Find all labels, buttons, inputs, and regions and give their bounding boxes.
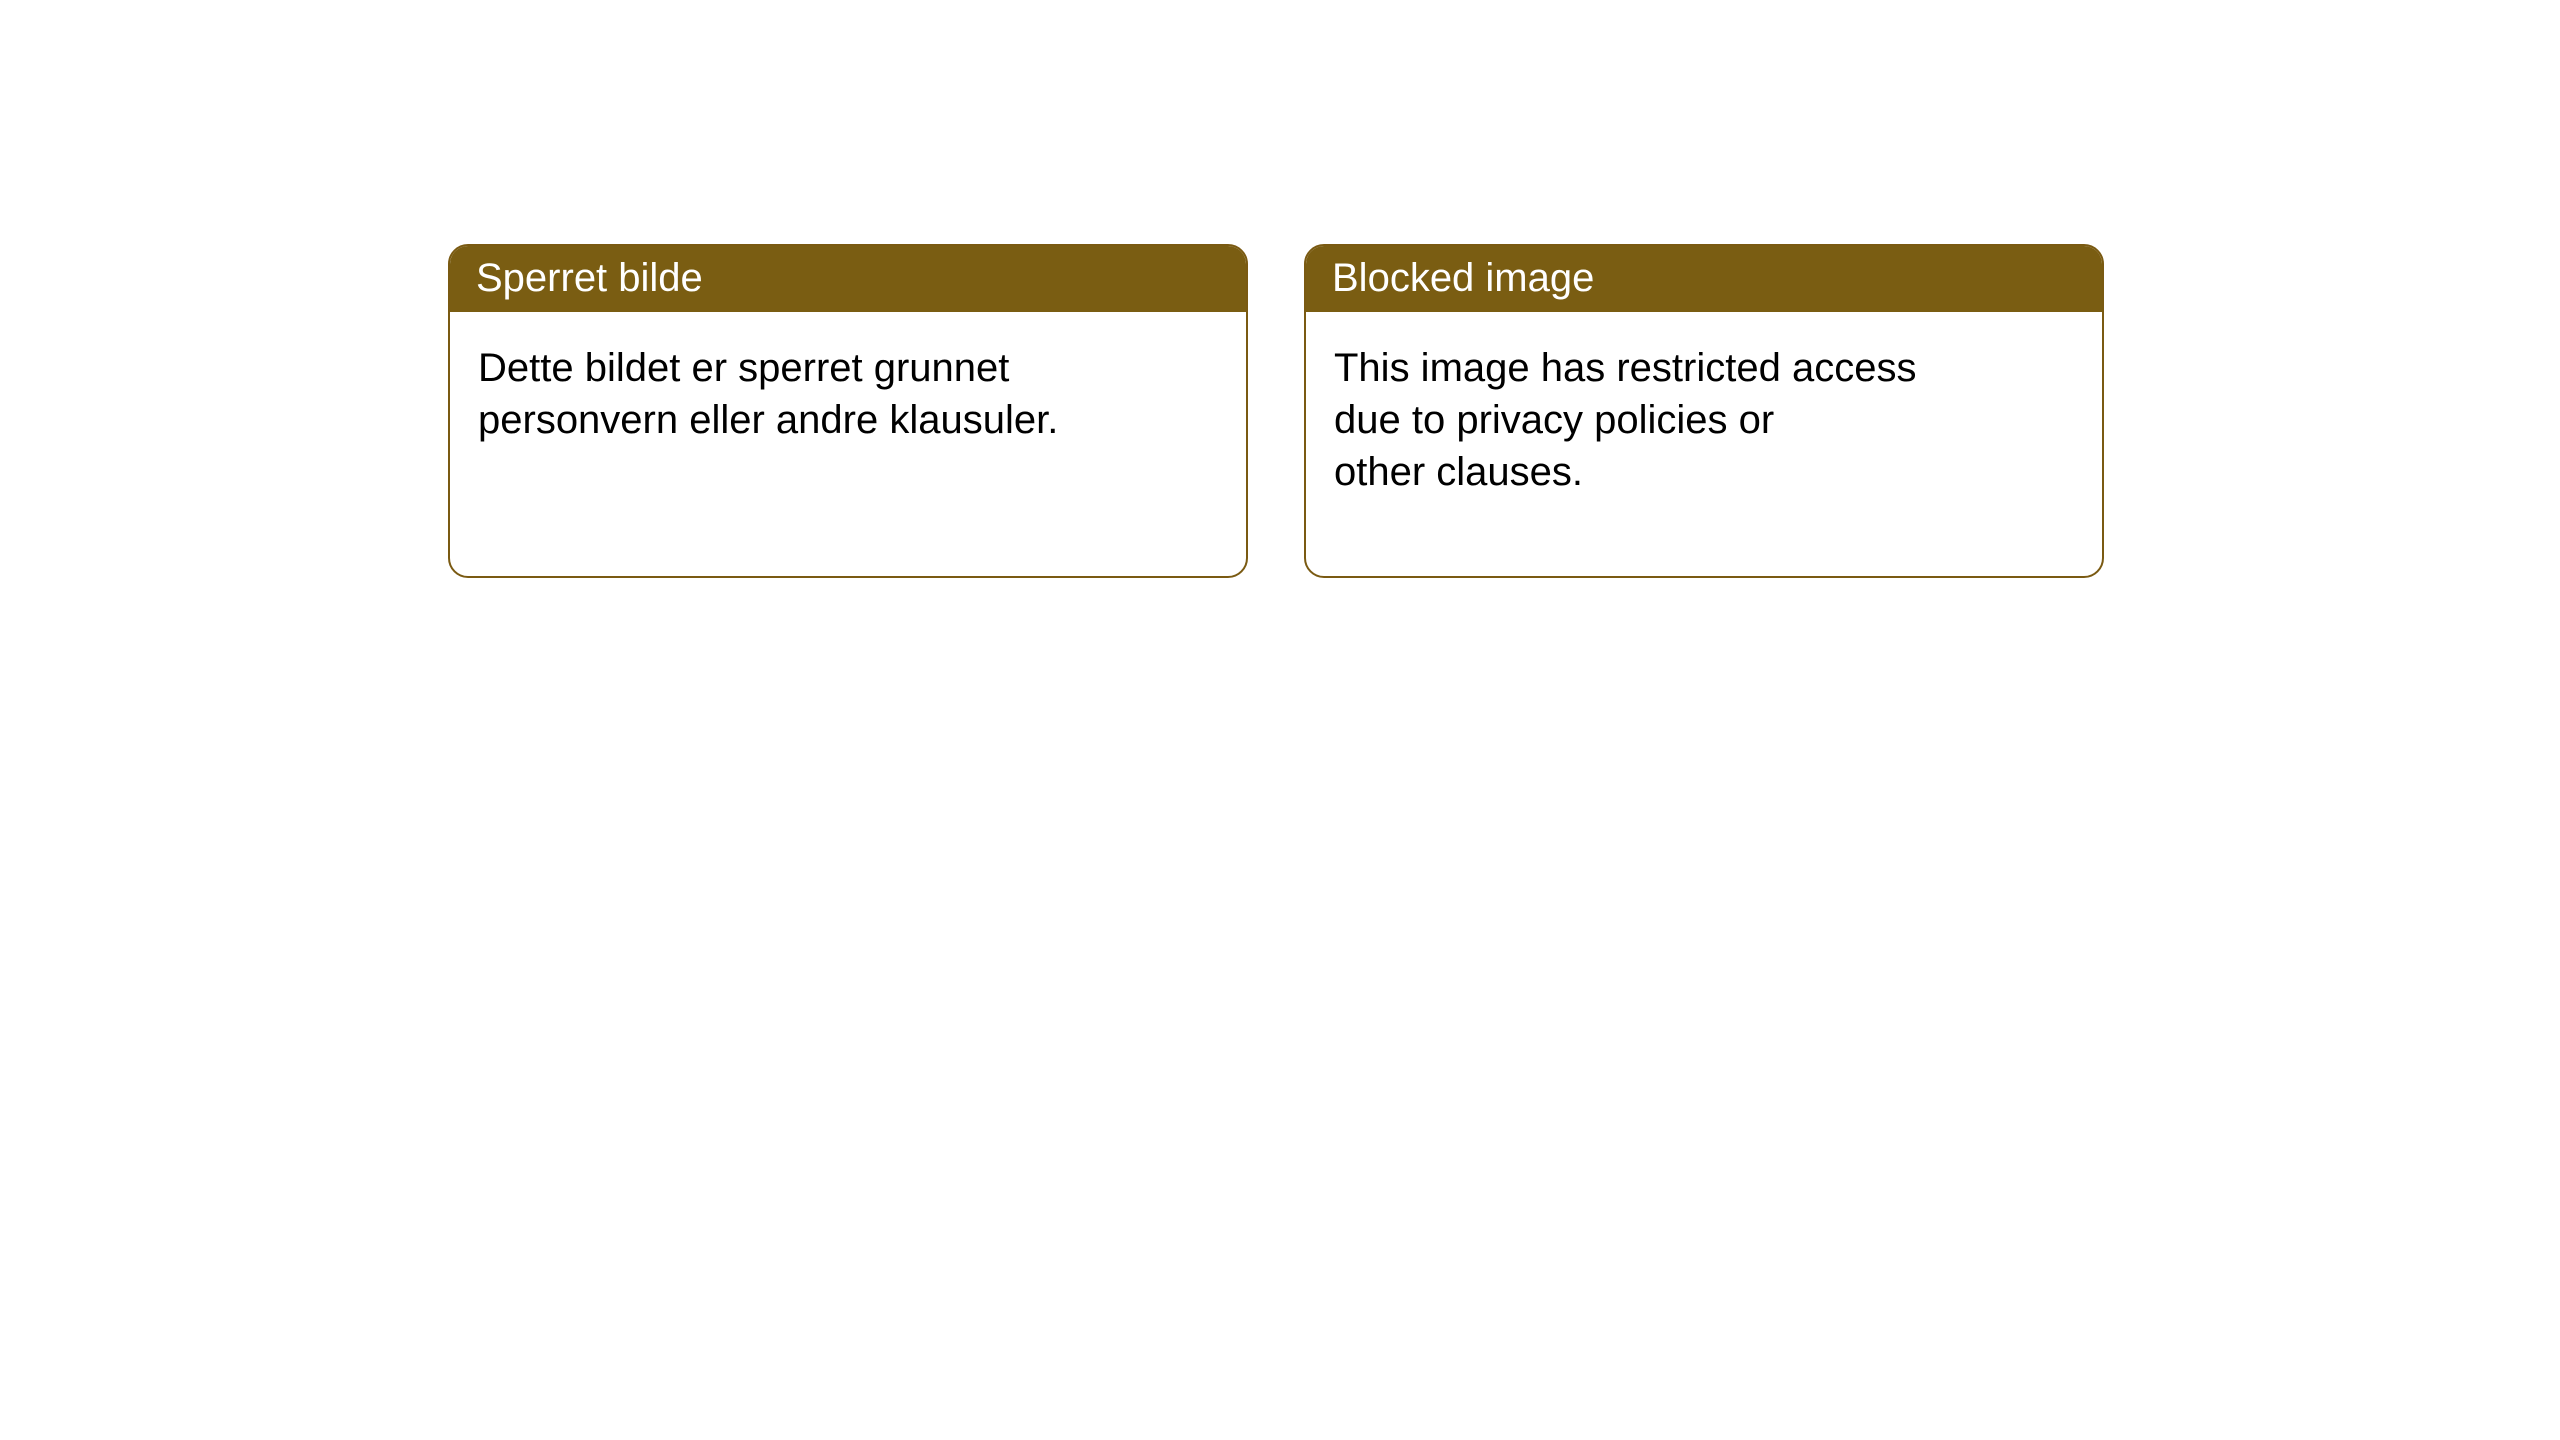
notice-card-body-en: This image has restricted access due to … bbox=[1306, 312, 2102, 518]
notice-card-no: Sperret bilde Dette bildet er sperret gr… bbox=[448, 244, 1248, 578]
notice-card-body-no: Dette bildet er sperret grunnet personve… bbox=[450, 312, 1246, 466]
notice-card-title-no: Sperret bilde bbox=[450, 246, 1246, 312]
notice-card-en: Blocked image This image has restricted … bbox=[1304, 244, 2104, 578]
notice-card-title-en: Blocked image bbox=[1306, 246, 2102, 312]
notice-container: Sperret bilde Dette bildet er sperret gr… bbox=[448, 244, 2104, 578]
